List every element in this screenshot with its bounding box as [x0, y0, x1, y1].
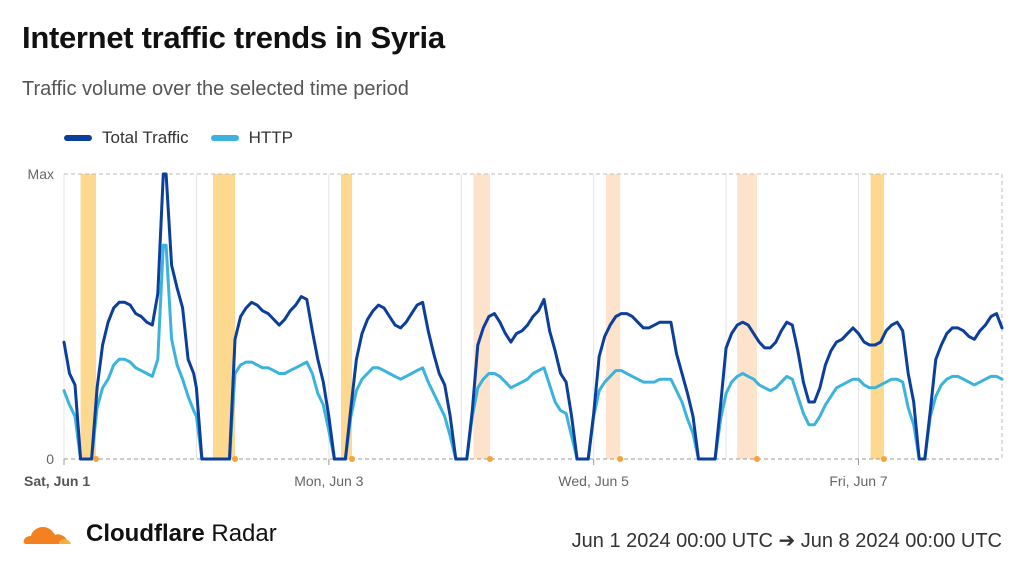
y-tick-label: 0: [46, 451, 54, 467]
y-tick-label: Max: [28, 166, 54, 182]
outage-marker: [349, 456, 356, 462]
outage-markers: [93, 456, 887, 462]
y-axis: Max 0: [28, 166, 55, 467]
outage-marker: [93, 456, 100, 462]
outage-marker: [486, 456, 493, 462]
outage-band: [80, 174, 97, 459]
brand-name-regular: Radar: [211, 520, 277, 547]
chart-subtitle: Traffic volume over the selected time pe…: [22, 78, 409, 100]
cloudflare-logo: Cloudflare Radar: [22, 520, 277, 548]
outage-marker: [754, 456, 761, 462]
series-lines: [62, 172, 1004, 461]
legend-swatch-total: [64, 135, 92, 141]
cloud-icon: [23, 527, 71, 544]
legend-label-http: HTTP: [248, 128, 294, 147]
legend-item-http[interactable]: HTTP: [210, 128, 294, 148]
legend-swatch-http: [210, 135, 239, 141]
outage-bands: [80, 174, 884, 459]
legend-item-total[interactable]: Total Traffic: [64, 128, 189, 148]
brand-name-bold: Cloudflare: [86, 520, 205, 547]
x-axis: Sat, Jun 1 Mon, Jun 3 Wed, Jun 5 Fri, Jun 7: [24, 459, 888, 489]
x-tick-label: Sat, Jun 1: [24, 473, 90, 489]
brand-name: Cloudflare Radar: [86, 520, 277, 548]
outage-band: [605, 174, 621, 459]
x-tick-label: Wed, Jun 5: [558, 473, 629, 489]
chart-title: Internet traffic trends in Syria: [22, 20, 445, 55]
outage-marker: [232, 456, 239, 462]
x-tick-label: Fri, Jun 7: [829, 473, 888, 489]
outage-band: [340, 174, 353, 459]
outage-band: [737, 174, 758, 459]
date-range: Jun 1 2024 00:00 UTC ➔ Jun 8 2024 00:00 …: [571, 530, 1002, 552]
outage-marker: [880, 456, 887, 462]
outage-marker: [617, 456, 624, 462]
outage-band: [870, 174, 884, 459]
series-line-total-traffic: [62, 172, 1004, 461]
x-tick-label: Mon, Jun 3: [294, 473, 363, 489]
traffic-chart: Max 0 Sat, Jun 1 Mon, Jun 3 Wed, Jun 5 Fri, …: [24, 166, 1004, 489]
legend-label-total: Total Traffic: [102, 128, 189, 147]
series-line-http: [62, 243, 1004, 461]
outage-band: [212, 174, 236, 459]
chart-legend: Total Traffic HTTP: [64, 128, 293, 148]
